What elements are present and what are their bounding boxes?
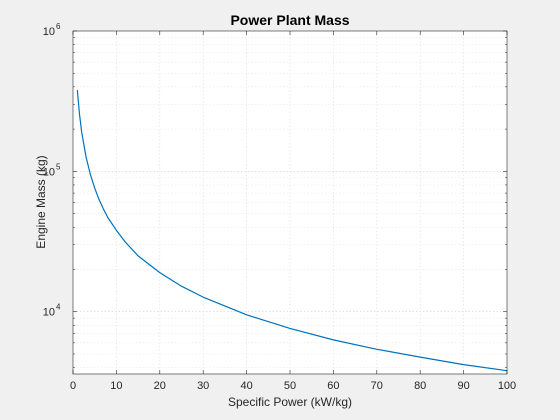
y-tick-label: 10 xyxy=(43,307,55,319)
x-tick-label: 20 xyxy=(154,380,166,392)
y-axis-label: Engine Mass (kg) xyxy=(34,155,48,248)
x-tick-label: 0 xyxy=(70,380,76,392)
chart-title: Power Plant Mass xyxy=(230,12,349,28)
x-tick-label: 80 xyxy=(414,380,426,392)
series-layer xyxy=(76,89,508,372)
grid xyxy=(73,31,507,374)
x-axis-label: Specific Power (kW/kg) xyxy=(228,395,352,409)
x-tick-label: 60 xyxy=(327,380,339,392)
y-tick-label: 10 xyxy=(43,26,55,38)
y-tick-exponent: 6 xyxy=(56,22,61,31)
series-line xyxy=(76,89,508,372)
x-tick-label: 70 xyxy=(371,380,383,392)
x-tick-label: 10 xyxy=(110,380,122,392)
x-tick-label: 100 xyxy=(498,380,516,392)
y-tick-label: 10 xyxy=(43,166,55,178)
x-tick-label: 30 xyxy=(197,380,209,392)
x-tick-label: 90 xyxy=(457,380,469,392)
x-tick-label: 50 xyxy=(284,380,296,392)
y-tick-exponent: 5 xyxy=(56,162,61,171)
x-tick-label: 40 xyxy=(240,380,252,392)
y-tick-exponent: 4 xyxy=(56,303,61,312)
